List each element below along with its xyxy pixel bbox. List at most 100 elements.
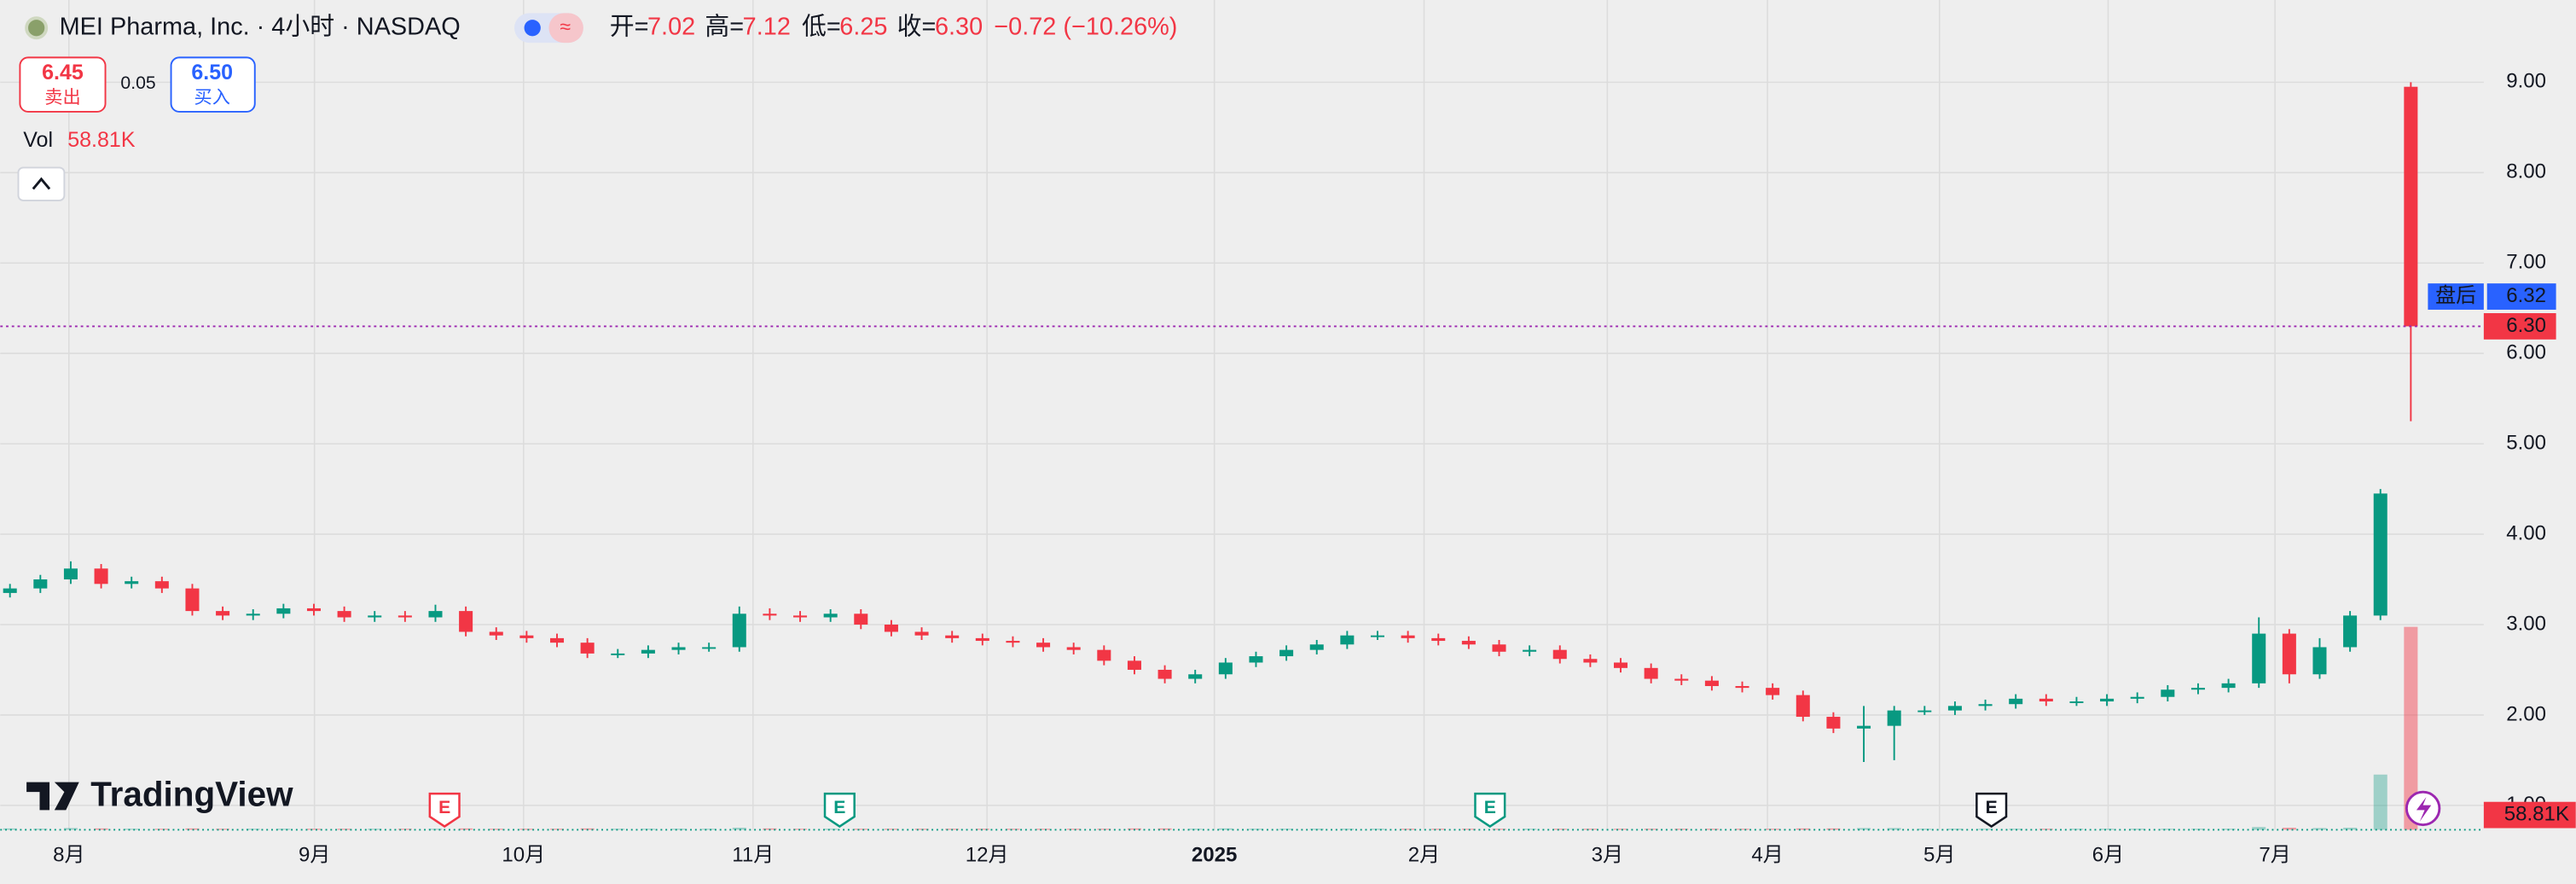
- volume-bar: [1218, 828, 1233, 830]
- candle-body: [1704, 680, 1719, 687]
- x-tick-label: 6月: [2092, 844, 2124, 867]
- symbol-icon: [25, 16, 49, 40]
- y-tick-label: 9.00: [2506, 70, 2546, 93]
- collapse-button[interactable]: [17, 166, 66, 201]
- x-tick-label: 7月: [2259, 844, 2290, 867]
- grid: [0, 0, 2484, 830]
- candle-body: [2343, 615, 2358, 648]
- candle-body: [489, 631, 503, 636]
- sell-button[interactable]: [19, 56, 107, 113]
- volume-bar: [1887, 828, 1901, 830]
- price-change: −0.72 (−10.26%): [994, 13, 1177, 40]
- volume-bar: [1857, 828, 1871, 830]
- y-tick-label: 6.00: [2506, 341, 2546, 364]
- ohlc-value: 7.02: [647, 13, 695, 40]
- candle-body: [671, 647, 686, 650]
- ohlc-value: 6.30: [935, 13, 983, 40]
- volume-bar: [94, 828, 108, 830]
- event-marker[interactable]: [1976, 792, 2008, 829]
- candle-body: [1461, 641, 1476, 645]
- candle-body: [246, 614, 260, 616]
- wave-icon[interactable]: [548, 13, 583, 44]
- candle-body: [2009, 698, 2023, 705]
- buy-price: 6.50: [191, 61, 233, 84]
- ohlc-label: 低=: [802, 13, 841, 40]
- candle-body: [1947, 706, 1962, 711]
- y-tick-label: 4.00: [2506, 521, 2546, 544]
- event-marker[interactable]: [428, 792, 461, 829]
- post-market-tag: [2428, 283, 2484, 310]
- candle-body: [2312, 647, 2327, 675]
- volume-bar: [63, 828, 78, 830]
- buy-label: 买入: [194, 88, 230, 108]
- volume-name: Vol: [23, 128, 53, 152]
- candle-body: [1188, 674, 1203, 679]
- candle-body: [1097, 649, 1111, 661]
- volume-value: 58.81K: [67, 128, 136, 152]
- x-tick-label: 10月: [502, 844, 545, 867]
- event-marker[interactable]: [823, 792, 856, 829]
- ohlc-label: 高=: [705, 13, 744, 40]
- volume-bar: [2404, 626, 2418, 830]
- candle-body: [611, 653, 625, 655]
- buy-button[interactable]: [170, 56, 256, 113]
- candle-body: [854, 614, 868, 625]
- candle-body: [1401, 635, 1415, 638]
- x-tick-label: 3月: [1592, 844, 1623, 867]
- candle-body: [945, 635, 960, 638]
- candle-body: [2373, 493, 2387, 616]
- candle-body: [1735, 686, 1749, 689]
- candle-body: [823, 614, 838, 618]
- symbol-title: MEI Pharma, Inc. · 4小时 · NASDAQ: [60, 13, 461, 40]
- candle-body: [2404, 86, 2418, 327]
- candle-body: [1613, 662, 1628, 668]
- candle-body: [216, 611, 230, 616]
- ohlc-value: 6.25: [839, 13, 887, 40]
- candle-body: [975, 637, 989, 642]
- candle-body: [1249, 656, 1263, 663]
- volume-bar: [2373, 774, 2387, 830]
- candle-body: [1674, 678, 1689, 681]
- candle-body: [1157, 669, 1172, 679]
- post-market-label: 6.32: [2506, 284, 2546, 307]
- candle-body: [276, 608, 291, 614]
- volume-bar: [732, 828, 746, 830]
- spread: 0.05: [120, 73, 155, 93]
- y-tick-label: 7.00: [2506, 251, 2546, 274]
- candle-body: [337, 611, 351, 618]
- candle-body: [94, 568, 108, 584]
- candle-body: [549, 637, 565, 643]
- candle-body: [2039, 698, 2053, 702]
- candle-body: [63, 568, 78, 580]
- post-market-name: 盘后: [2435, 284, 2476, 307]
- y-tick-label: 3.00: [2506, 612, 2546, 635]
- candle-body: [1066, 647, 1081, 650]
- candle-body: [33, 579, 48, 589]
- candle-body: [3, 588, 17, 593]
- candle-body: [1887, 710, 1901, 726]
- candle-body: [1796, 695, 1810, 718]
- candle-body: [2130, 696, 2144, 699]
- candle-body: [1492, 644, 1506, 652]
- x-tick-label: 11月: [732, 844, 774, 867]
- candle-body: [1309, 644, 1324, 650]
- x-tick-label: 4月: [1751, 844, 1783, 867]
- volume-bar: [2282, 828, 2296, 830]
- event-label: E: [1484, 798, 1496, 817]
- candle-body: [459, 611, 473, 632]
- candle-body: [1917, 710, 1932, 712]
- candle-body: [732, 614, 746, 648]
- event-marker[interactable]: [1474, 792, 1506, 829]
- candle-body: [580, 643, 595, 654]
- candle-body: [2221, 683, 2236, 689]
- volume-bar: [2343, 828, 2358, 830]
- candle-body: [306, 608, 321, 612]
- x-tick-label: 9月: [299, 844, 330, 867]
- candle-body: [125, 581, 139, 584]
- candle-body: [2161, 689, 2175, 697]
- post-market-badge: [2486, 283, 2556, 310]
- volume-bar: [1157, 828, 1172, 830]
